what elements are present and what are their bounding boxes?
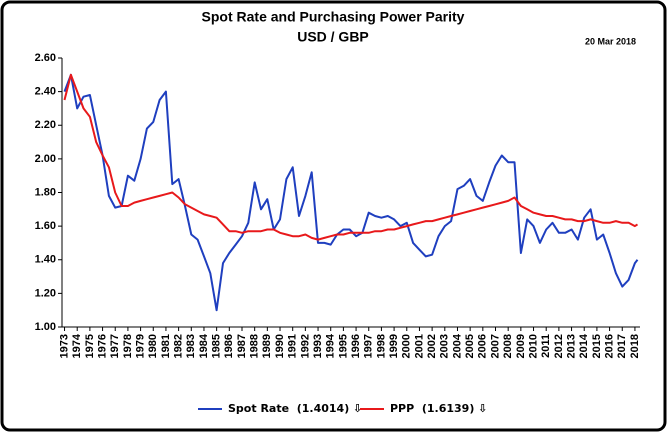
x-tick-label: 1976 — [96, 334, 108, 358]
x-tick-label: 1993 — [312, 334, 324, 358]
y-tick-label: 2.60 — [35, 52, 56, 64]
chart-title: Spot Rate and Purchasing Power Parity — [202, 9, 465, 25]
x-tick-label: 1999 — [388, 334, 400, 358]
y-tick-label: 2.20 — [35, 119, 56, 131]
x-tick-label: 1998 — [375, 334, 387, 358]
x-tick-label: 1995 — [337, 334, 349, 358]
y-tick-label: 1.00 — [35, 321, 56, 333]
x-tick-label: 2017 — [616, 334, 628, 358]
y-tick-label: 1.20 — [35, 287, 56, 299]
x-tick-label: 1983 — [185, 334, 197, 358]
x-tick-label: 2003 — [439, 334, 451, 358]
x-tick-label: 2013 — [565, 334, 577, 358]
chart-subtitle: USD / GBP — [297, 29, 369, 45]
x-tick-label: 1997 — [363, 334, 375, 358]
x-tick-label: 1985 — [211, 334, 223, 358]
x-tick-label: 1991 — [287, 334, 299, 358]
x-tick-label: 2001 — [413, 334, 425, 358]
x-tick-label: 2012 — [553, 334, 565, 358]
date-annotation: 20 Mar 2018 — [585, 36, 636, 46]
x-tick-label: 2010 — [527, 334, 539, 358]
x-tick-label: 1973 — [58, 334, 70, 358]
x-tick-label: 2008 — [502, 334, 514, 358]
x-tick-label: 2000 — [401, 334, 413, 358]
x-tick-label: 1986 — [223, 334, 235, 358]
y-tick-label: 2.00 — [35, 153, 56, 165]
x-tick-label: 2004 — [451, 333, 463, 358]
y-tick-label: 1.60 — [35, 220, 56, 232]
x-tick-label: 2014 — [578, 333, 590, 358]
x-tick-label: 1994 — [325, 333, 337, 358]
y-tick-label: 2.40 — [35, 86, 56, 98]
x-tick-label: 1975 — [84, 334, 96, 358]
x-tick-label: 1982 — [173, 334, 185, 358]
x-tick-label: 2018 — [629, 334, 641, 358]
x-tick-label: 1977 — [109, 334, 121, 358]
x-tick-label: 2016 — [603, 334, 615, 358]
x-tick-label: 2006 — [477, 334, 489, 358]
x-tick-label: 1988 — [249, 334, 261, 358]
y-tick-label: 1.80 — [35, 186, 56, 198]
x-tick-label: 2009 — [515, 334, 527, 358]
x-tick-label: 1984 — [198, 333, 210, 358]
x-tick-label: 1978 — [122, 334, 134, 358]
x-tick-label: 1990 — [274, 334, 286, 358]
legend-label: Spot Rate (1.4014) ⇩ — [228, 402, 362, 415]
x-tick-label: 2005 — [464, 334, 476, 358]
x-tick-label: 2002 — [426, 334, 438, 358]
series-line — [63, 73, 639, 241]
x-tick-label: 1992 — [299, 334, 311, 358]
x-tick-label: 1974 — [71, 333, 83, 358]
x-tick-label: 2007 — [489, 334, 501, 358]
x-tick-label: 1987 — [236, 334, 248, 358]
x-tick-label: 1996 — [350, 334, 362, 358]
legend-label: PPP (1.6139) ⇩ — [390, 402, 487, 415]
x-tick-label: 1980 — [147, 334, 159, 358]
x-tick-label: 1979 — [134, 334, 146, 358]
x-tick-label: 1989 — [261, 334, 273, 358]
x-tick-label: 2011 — [540, 334, 552, 358]
y-tick-label: 1.40 — [35, 254, 56, 266]
x-tick-label: 1981 — [160, 334, 172, 358]
x-tick-label: 2015 — [591, 334, 603, 358]
